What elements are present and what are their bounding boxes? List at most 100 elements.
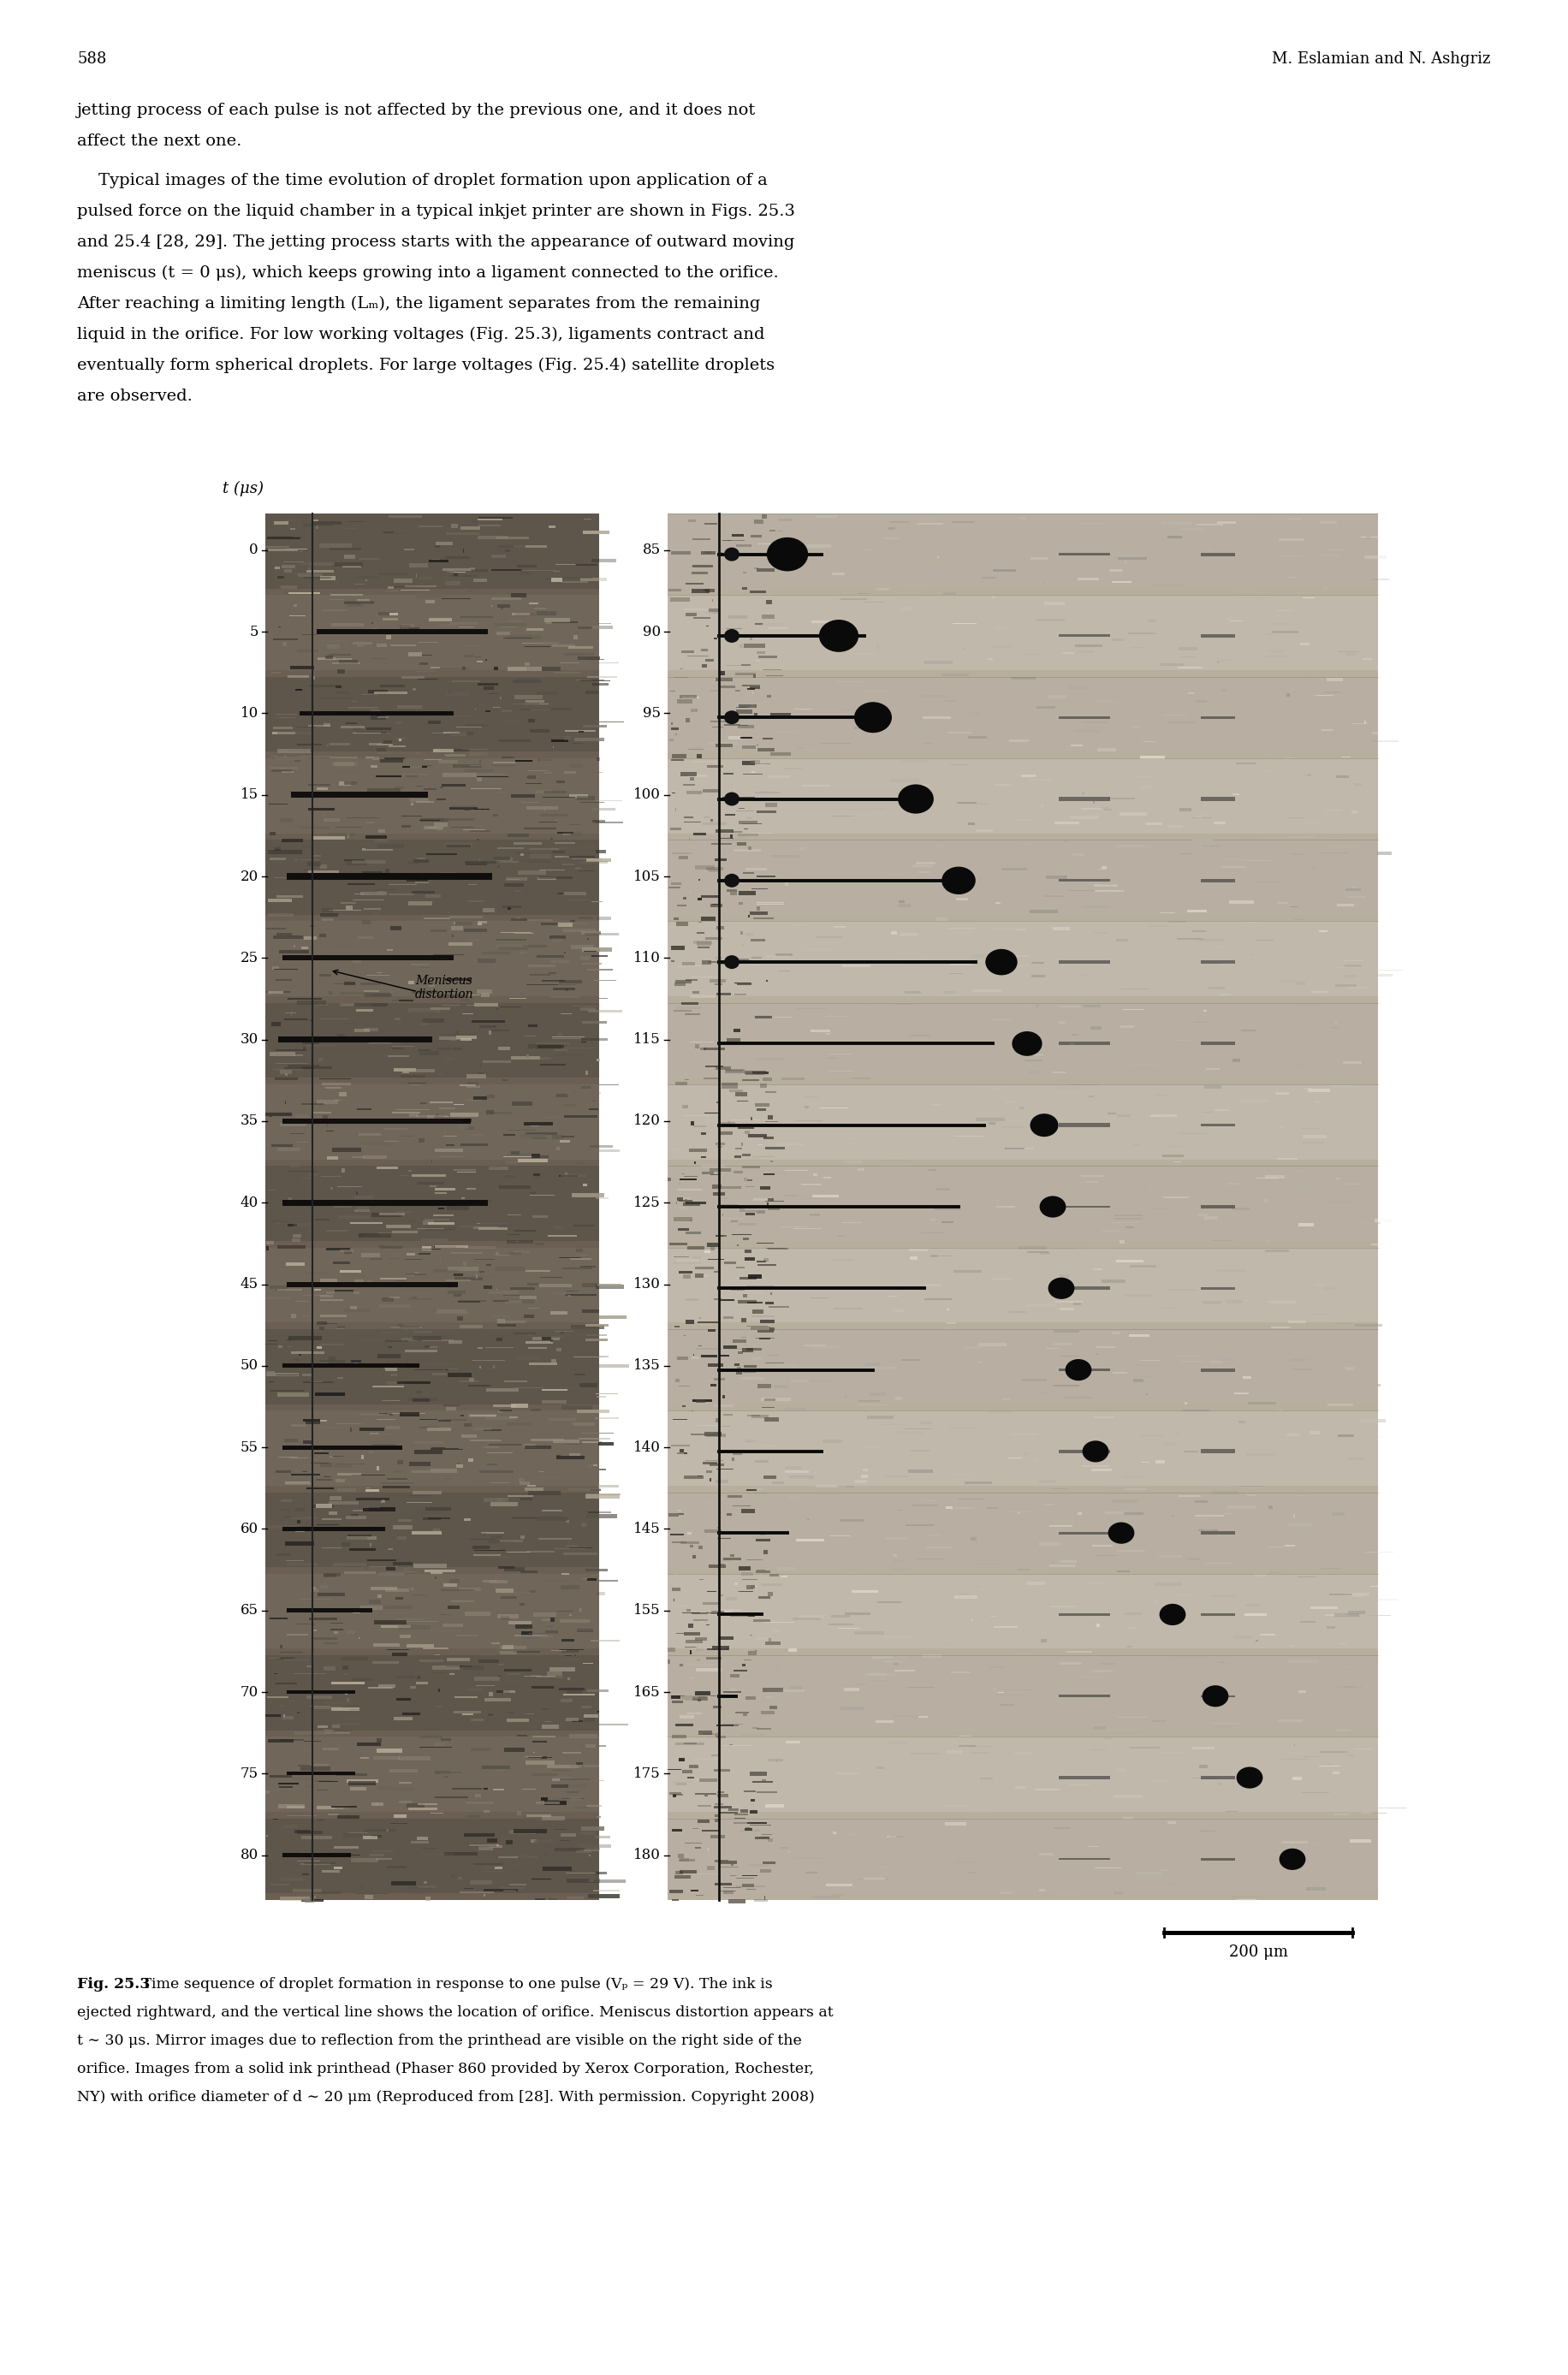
Bar	[276, 1223, 279, 1226]
Bar	[704, 551, 712, 553]
Bar	[497, 632, 510, 634]
Bar	[491, 1503, 517, 1506]
Bar	[704, 1047, 724, 1050]
Bar	[325, 656, 332, 660]
Bar	[318, 1584, 328, 1589]
Bar	[753, 1715, 760, 1720]
Bar	[894, 1662, 898, 1665]
Bar	[298, 572, 323, 577]
Bar	[296, 1520, 301, 1525]
Bar	[401, 1076, 425, 1078]
Bar	[318, 1594, 345, 1596]
Bar	[364, 1206, 370, 1209]
Bar	[428, 618, 452, 622]
Bar	[436, 542, 453, 546]
Bar	[1040, 1541, 1062, 1546]
Bar	[685, 1233, 701, 1235]
Bar	[516, 1625, 533, 1629]
Bar	[1032, 974, 1044, 978]
Bar	[1294, 1515, 1295, 1518]
Bar	[453, 765, 481, 767]
Bar	[317, 1819, 323, 1822]
Bar	[751, 938, 765, 941]
Bar	[715, 1814, 720, 1817]
Bar	[1192, 1746, 1214, 1748]
Bar	[742, 1572, 754, 1575]
Bar	[444, 1584, 456, 1587]
Bar	[677, 1007, 702, 1009]
Bar	[599, 1363, 629, 1368]
Bar	[684, 1202, 701, 1206]
Bar	[370, 715, 386, 720]
Bar	[1146, 822, 1162, 826]
Bar	[359, 1233, 364, 1237]
Bar	[394, 786, 403, 789]
Bar	[668, 596, 1378, 670]
Bar	[282, 641, 287, 646]
Bar	[789, 1686, 803, 1689]
Bar	[691, 1356, 699, 1358]
Bar	[364, 993, 392, 998]
Bar	[456, 1031, 458, 1036]
Bar	[1030, 910, 1058, 912]
Bar	[292, 1776, 318, 1781]
Bar	[955, 1596, 977, 1598]
Bar	[682, 962, 695, 964]
Bar	[588, 1689, 608, 1693]
Bar	[342, 1665, 348, 1670]
Bar	[706, 867, 723, 869]
Bar	[332, 1463, 353, 1468]
Bar	[552, 1292, 566, 1294]
Bar	[323, 1667, 336, 1670]
Bar	[673, 1793, 676, 1798]
Bar	[690, 1121, 695, 1126]
Bar	[525, 701, 544, 703]
Bar	[575, 1762, 583, 1765]
Bar	[1046, 876, 1068, 879]
Bar	[539, 1634, 554, 1639]
Bar	[439, 625, 455, 627]
Bar	[265, 1655, 599, 1731]
Bar	[1314, 1282, 1325, 1287]
Bar	[428, 1221, 455, 1226]
Bar	[278, 575, 284, 579]
Bar	[483, 907, 494, 912]
Bar	[368, 1508, 395, 1511]
Bar	[764, 1259, 768, 1261]
Bar	[668, 1330, 1378, 1404]
Bar	[1345, 1594, 1369, 1596]
Bar	[500, 1596, 517, 1598]
Bar	[723, 1891, 734, 1893]
Bar	[757, 1057, 784, 1062]
Bar	[1055, 1247, 1074, 1249]
Bar	[1264, 1199, 1269, 1202]
Bar	[536, 955, 564, 957]
Bar	[717, 743, 732, 748]
Bar	[459, 1325, 483, 1328]
Bar	[331, 943, 358, 948]
Bar	[536, 1736, 555, 1738]
Bar	[505, 1176, 516, 1178]
Bar	[547, 1765, 580, 1769]
Bar	[276, 758, 307, 760]
Bar	[740, 1810, 748, 1812]
Bar	[329, 1356, 336, 1361]
Bar	[812, 1195, 839, 1197]
Bar	[1342, 974, 1356, 978]
Bar	[1033, 1458, 1038, 1463]
Bar	[715, 1480, 729, 1482]
Bar	[815, 515, 837, 518]
Bar	[739, 724, 754, 729]
Bar	[326, 955, 351, 957]
Bar	[731, 1285, 745, 1290]
Bar	[290, 1423, 307, 1427]
Bar	[751, 1116, 753, 1121]
Bar	[554, 1226, 563, 1228]
Bar	[861, 1475, 867, 1477]
Bar	[450, 1874, 455, 1879]
Bar	[563, 929, 596, 931]
Bar	[1160, 1442, 1176, 1444]
Bar	[475, 1793, 481, 1798]
Bar	[582, 1038, 607, 1040]
Bar	[409, 798, 430, 803]
